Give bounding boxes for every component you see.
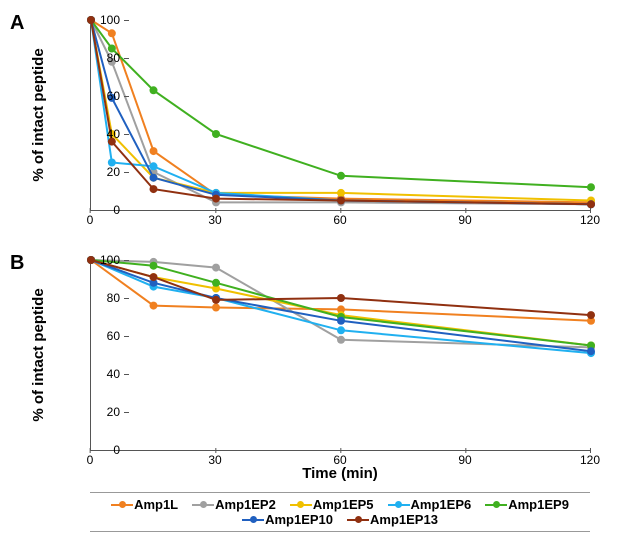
marker-Amp1EP13 — [212, 195, 220, 203]
y-tick: 40 — [80, 127, 120, 141]
legend-item-Amp1EP6: Amp1EP6 — [388, 497, 472, 512]
marker-Amp1EP6 — [337, 326, 345, 334]
x-tick: 120 — [580, 453, 600, 467]
legend-swatch-icon — [388, 498, 410, 512]
figure: A B % of intact peptide % of intact pept… — [0, 0, 625, 543]
marker-Amp1EP10 — [587, 347, 595, 355]
legend-label: Amp1L — [134, 497, 178, 512]
marker-Amp1L — [150, 147, 158, 155]
marker-Amp1EP9 — [337, 172, 345, 180]
legend-label: Amp1EP9 — [508, 497, 569, 512]
marker-Amp1EP13 — [212, 296, 220, 304]
marker-Amp1EP13 — [587, 200, 595, 208]
y-tick: 80 — [80, 51, 120, 65]
x-tick: 60 — [333, 453, 346, 467]
legend-label: Amp1EP6 — [411, 497, 472, 512]
panel-a-svg — [91, 20, 591, 210]
panel-a-plot-area — [90, 20, 591, 211]
marker-Amp1EP13 — [150, 273, 158, 281]
y-tick: 20 — [80, 405, 120, 419]
legend-swatch-icon — [485, 498, 507, 512]
y-tick: 100 — [80, 13, 120, 27]
x-tick: 0 — [87, 213, 94, 227]
y-tick: 40 — [80, 367, 120, 381]
legend-label: Amp1EP10 — [265, 512, 333, 527]
legend-swatch-icon — [111, 498, 133, 512]
marker-Amp1EP9 — [150, 262, 158, 270]
marker-Amp1EP9 — [150, 86, 158, 94]
legend-item-Amp1EP2: Amp1EP2 — [192, 497, 276, 512]
y-tick: 80 — [80, 291, 120, 305]
x-axis-label: Time (min) — [90, 465, 590, 482]
marker-Amp1EP10 — [150, 174, 158, 182]
panel-b-svg — [91, 260, 591, 450]
legend-item-Amp1EP5: Amp1EP5 — [290, 497, 374, 512]
marker-Amp1EP13 — [587, 311, 595, 319]
y-tick: 60 — [80, 89, 120, 103]
marker-Amp1EP6 — [150, 162, 158, 170]
x-tick: 90 — [458, 453, 471, 467]
panel-b-label: B — [10, 252, 24, 275]
x-tick: 30 — [208, 213, 221, 227]
legend-swatch-icon — [242, 513, 264, 527]
legend-label: Amp1EP13 — [370, 512, 438, 527]
x-tick: 0 — [87, 453, 94, 467]
legend-swatch-icon — [347, 513, 369, 527]
marker-Amp1L — [150, 302, 158, 310]
marker-Amp1EP9 — [212, 130, 220, 138]
x-tick: 60 — [333, 213, 346, 227]
marker-Amp1EP10 — [337, 317, 345, 325]
marker-Amp1L — [212, 304, 220, 312]
legend-item-Amp1EP9: Amp1EP9 — [485, 497, 569, 512]
legend-swatch-icon — [290, 498, 312, 512]
line-Amp1EP9 — [91, 20, 591, 187]
marker-Amp1EP13 — [150, 185, 158, 193]
marker-Amp1EP5 — [337, 189, 345, 197]
legend-label: Amp1EP2 — [215, 497, 276, 512]
marker-Amp1EP9 — [212, 279, 220, 287]
y-tick: 60 — [80, 329, 120, 343]
marker-Amp1EP2 — [212, 264, 220, 272]
marker-Amp1L — [108, 29, 116, 37]
x-tick: 30 — [208, 453, 221, 467]
marker-Amp1EP2 — [337, 336, 345, 344]
legend-swatch-icon — [192, 498, 214, 512]
x-tick: 120 — [580, 213, 600, 227]
marker-Amp1EP13 — [337, 294, 345, 302]
y-tick: 100 — [80, 253, 120, 267]
legend-label: Amp1EP5 — [313, 497, 374, 512]
y-tick: 20 — [80, 165, 120, 179]
x-tick: 90 — [458, 213, 471, 227]
panel-b-plot-area — [90, 260, 591, 451]
legend-item-Amp1EP13: Amp1EP13 — [347, 512, 438, 527]
marker-Amp1EP9 — [587, 183, 595, 191]
legend-item-Amp1L: Amp1L — [111, 497, 178, 512]
legend-item-Amp1EP10: Amp1EP10 — [242, 512, 333, 527]
marker-Amp1EP13 — [337, 197, 345, 205]
legend: Amp1L Amp1EP2 Amp1EP5 Amp1EP6 Amp1EP9 Amp1EP1… — [90, 492, 590, 532]
panel-a-label: A — [10, 12, 24, 35]
y-axis-label-a: % of intact peptide — [30, 20, 47, 210]
y-axis-label-b: % of intact peptide — [30, 260, 47, 450]
